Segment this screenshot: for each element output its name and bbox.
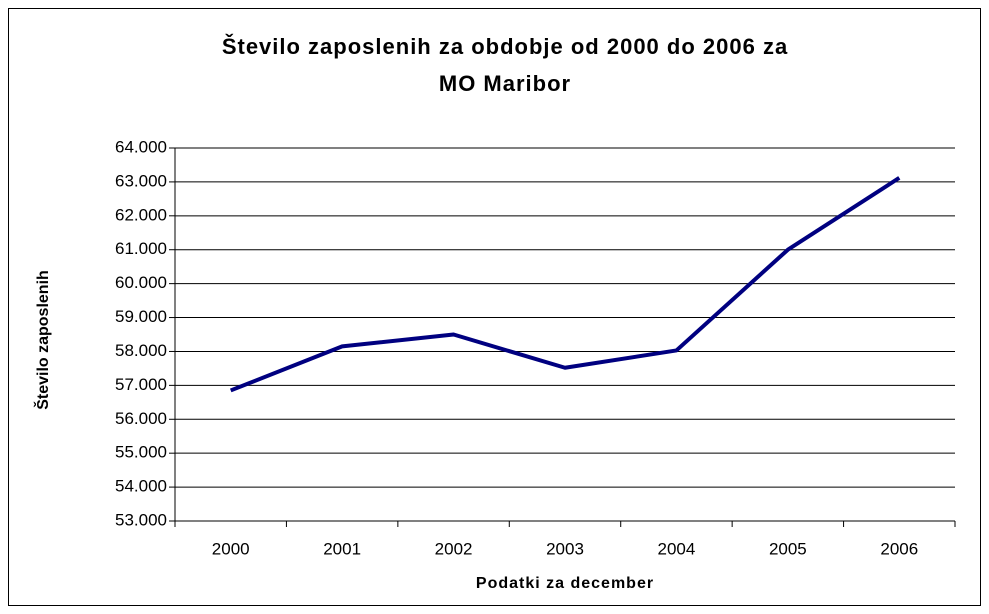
chart-title: Število zaposlenih za obdobje od 2000 do… <box>222 34 788 59</box>
x-tick-label: 2005 <box>769 539 807 558</box>
chart-border <box>8 8 981 606</box>
x-tick-label: 2004 <box>658 539 696 558</box>
y-tick-label: 60.000 <box>115 273 167 292</box>
y-tick-label: 53.000 <box>115 510 167 529</box>
y-tick-label: 62.000 <box>115 205 167 224</box>
x-tick-label: 2002 <box>435 539 473 558</box>
y-tick-label: 55.000 <box>115 443 167 462</box>
y-tick-label: 59.000 <box>115 307 167 326</box>
y-tick-label: 54.000 <box>115 477 167 496</box>
x-tick-label: 2003 <box>546 539 584 558</box>
y-tick-label: 57.000 <box>115 375 167 394</box>
y-tick-label: 63.000 <box>115 171 167 190</box>
y-tick-label: 61.000 <box>115 239 167 258</box>
chart-title: MO Maribor <box>439 71 571 96</box>
x-tick-label: 2006 <box>880 539 918 558</box>
x-tick-label: 2000 <box>212 539 250 558</box>
y-axis-label: Število zaposlenih <box>33 270 52 410</box>
x-tick-label: 2001 <box>323 539 361 558</box>
y-tick-label: 56.000 <box>115 409 167 428</box>
y-tick-label: 64.000 <box>115 137 167 156</box>
y-tick-label: 58.000 <box>115 341 167 360</box>
x-axis-label: Podatki za december <box>476 575 654 592</box>
line-series <box>229 176 901 393</box>
